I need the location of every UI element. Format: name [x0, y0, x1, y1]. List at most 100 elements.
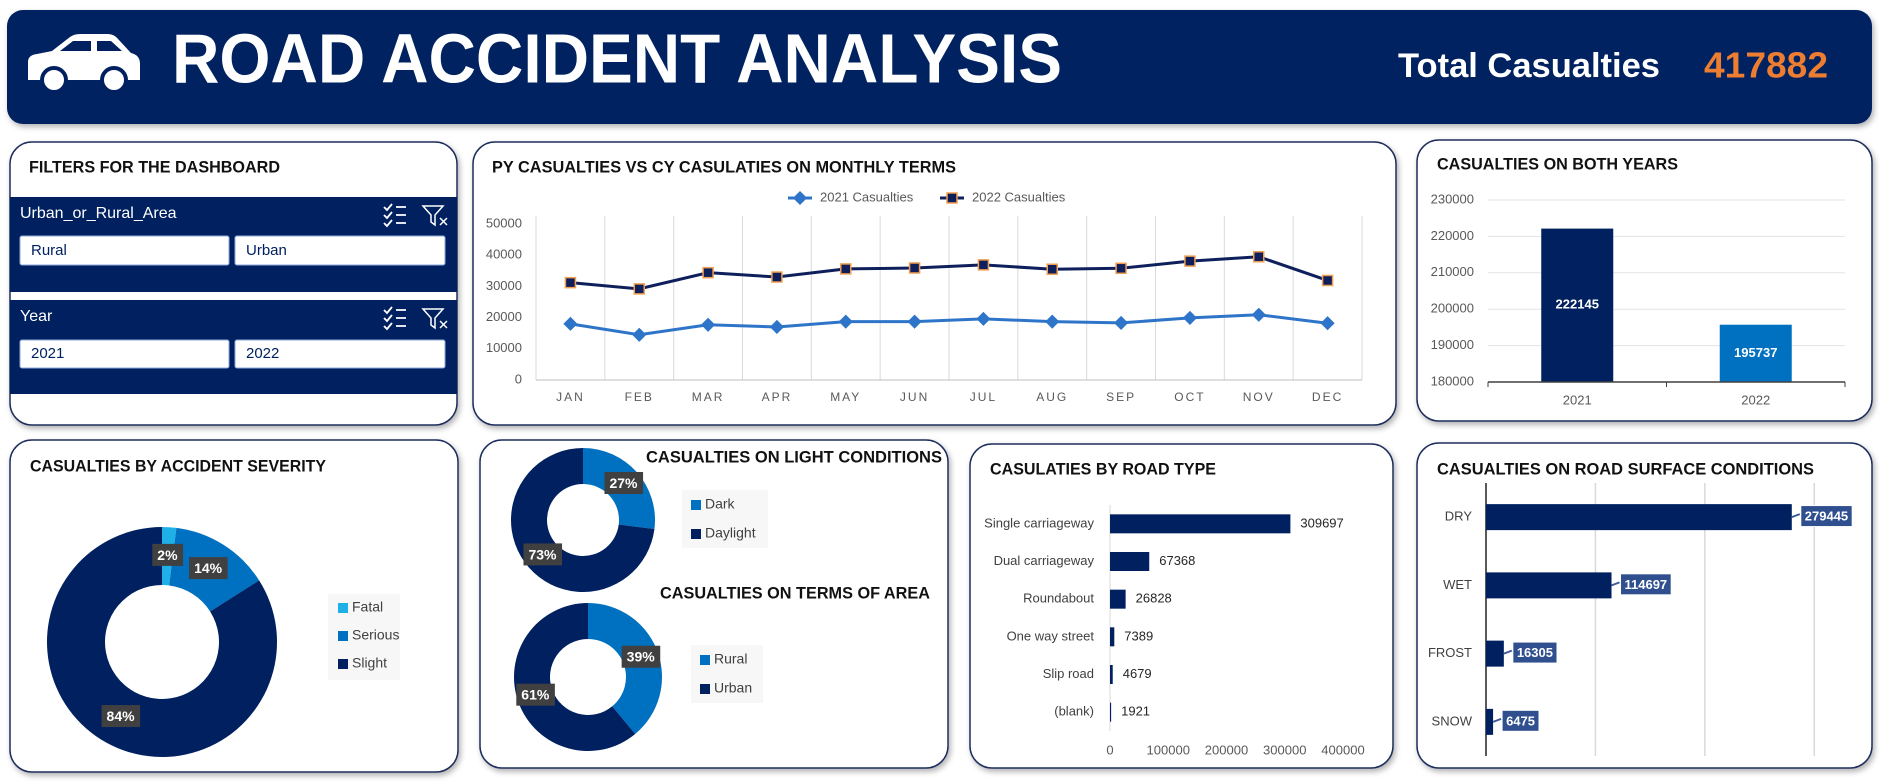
point	[701, 317, 716, 332]
y-tick-label: 40000	[486, 247, 522, 262]
legend-swatch	[691, 500, 701, 510]
y-tick-label: Slip road	[1043, 666, 1094, 681]
kpi-value: 417882	[1704, 45, 1828, 86]
label-box	[152, 543, 184, 566]
x-tick-label: JUL	[970, 390, 997, 404]
donut-slice	[47, 527, 278, 758]
x-tick-label: JAN	[556, 390, 585, 404]
clear-filter-icon[interactable]	[421, 308, 448, 330]
label-box	[604, 471, 644, 494]
x-tick-label: 400000	[1321, 742, 1364, 757]
label-box	[621, 645, 661, 668]
bar	[1486, 708, 1494, 735]
y-tick-label: 210000	[1431, 264, 1474, 279]
dashboard-title: ROAD ACCIDENT ANALYSIS	[172, 19, 1062, 97]
chart-title: CASUALTIES ON ROAD SURFACE CONDITIONS	[1437, 459, 1814, 478]
x-tick-label: 0	[1106, 742, 1113, 757]
chart-title: CASUALTIES BY ACCIDENT SEVERITY	[30, 456, 327, 475]
point	[1115, 262, 1127, 275]
y-tick-label: 180000	[1431, 373, 1474, 388]
clear-filter-icon[interactable]	[421, 205, 448, 227]
chart-title: PY CASUALTIES VS CY CASULATIES ON MONTHL…	[492, 157, 956, 176]
y-tick-label: One way street	[1007, 628, 1095, 643]
y-tick-label: Roundabout	[1023, 591, 1094, 606]
point	[907, 314, 922, 329]
y-tick-label: 200000	[1431, 301, 1474, 316]
x-tick-label: 100000	[1147, 742, 1190, 757]
legend-swatch	[700, 684, 710, 694]
bar	[1110, 589, 1126, 609]
slicer-header: Year	[20, 308, 53, 325]
multi-select-icon[interactable]	[383, 306, 406, 331]
legend-marker	[792, 190, 808, 206]
data-label: 2%	[157, 547, 178, 563]
panel	[479, 439, 949, 769]
data-label: 279445	[1805, 509, 1848, 524]
legend-label: Urban	[714, 680, 752, 696]
label-box	[1501, 709, 1540, 732]
multi-select-icon[interactable]	[383, 203, 406, 228]
bar	[1110, 514, 1291, 534]
donut-slice	[588, 603, 662, 735]
point	[564, 276, 577, 289]
point	[1182, 310, 1197, 325]
point	[1045, 314, 1060, 329]
point	[1320, 316, 1335, 331]
y-tick-label: DRY	[1445, 509, 1473, 524]
label-box	[1800, 505, 1853, 528]
point	[1321, 274, 1334, 287]
bar	[1486, 640, 1504, 667]
legend-swatch	[700, 655, 710, 665]
slicer: Urban_or_Rural_Area Rural Urban	[10, 197, 457, 292]
legend-label: Serious	[352, 627, 399, 643]
data-label: 222145	[1556, 297, 1599, 312]
legend-swatch	[691, 529, 701, 539]
data-label: 84%	[107, 708, 136, 724]
slicer-item[interactable]	[234, 235, 446, 266]
label-box	[1620, 573, 1672, 596]
slicer-item[interactable]	[19, 339, 230, 369]
line-series	[570, 255, 1329, 291]
data-label: 27%	[609, 475, 638, 491]
point	[976, 311, 991, 326]
legend-swatch	[338, 659, 348, 669]
bar	[1541, 228, 1614, 382]
data-label: 4679	[1123, 666, 1152, 681]
bar	[1110, 627, 1115, 647]
slicer-item[interactable]	[234, 339, 446, 369]
donut-slice	[514, 603, 636, 751]
x-tick-label: 300000	[1263, 742, 1306, 757]
legend-label: Dark	[705, 496, 736, 512]
x-tick-label: OCT	[1174, 390, 1205, 404]
data-label: 16305	[1517, 645, 1553, 660]
point	[1114, 315, 1129, 330]
filters-title: FILTERS FOR THE DASHBOARD	[29, 157, 280, 176]
y-tick-label: (blank)	[1054, 704, 1094, 719]
bar	[1110, 702, 1112, 722]
bar	[1486, 572, 1612, 599]
x-tick-label: NOV	[1243, 390, 1275, 404]
slicer-item-label: 2021	[31, 345, 64, 362]
data-label: 1921	[1121, 704, 1150, 719]
chart-title: CASUALTIES ON LIGHT CONDITIONS	[646, 447, 942, 466]
chart-title: CASUALTIES ON BOTH YEARS	[1437, 154, 1678, 173]
legend-label: Fatal	[352, 599, 383, 615]
y-tick-label: 230000	[1431, 191, 1474, 206]
slicer: Year 2021 2022	[10, 300, 457, 394]
point	[702, 266, 714, 279]
x-tick-label: SEP	[1106, 390, 1136, 404]
y-tick-label: WET	[1443, 577, 1472, 592]
legend-label: Daylight	[705, 525, 756, 541]
header-band	[7, 10, 1872, 124]
y-tick-label: 190000	[1431, 337, 1474, 352]
data-label: 309697	[1300, 515, 1343, 530]
x-tick-label: 2022	[1741, 392, 1770, 407]
x-tick-label: AUG	[1036, 390, 1068, 404]
point	[771, 271, 783, 283]
point	[769, 319, 784, 335]
legend-label: Rural	[714, 651, 747, 667]
data-label: 26828	[1136, 591, 1172, 606]
slicer-item[interactable]	[19, 235, 230, 266]
point	[563, 316, 578, 331]
x-tick-label: FEB	[625, 390, 654, 404]
